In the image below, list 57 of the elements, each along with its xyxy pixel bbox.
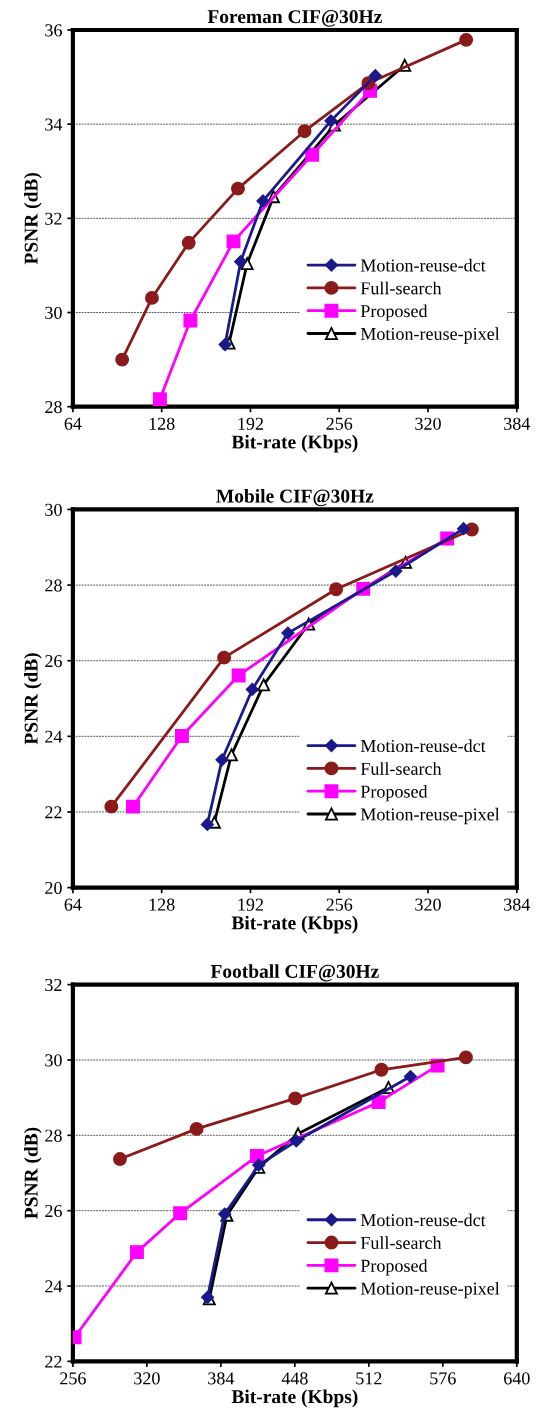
y-tick-label: 22 (45, 806, 62, 819)
x-tick-label: 128 (149, 417, 175, 430)
y-tick-label: 22 (45, 1355, 62, 1368)
legend-label: Proposed (360, 304, 428, 321)
legend-label: Motion-reuse-dct (360, 739, 486, 753)
x-tick-label: 320 (415, 417, 441, 430)
x-tick-label: 256 (326, 898, 353, 911)
y-tick-label: 30 (45, 1054, 62, 1067)
chart-title: Mobile CIF@30Hz (216, 489, 374, 507)
x-axis-title: Bit-rate (Kbps) (231, 1389, 358, 1408)
x-tick-label: 384 (208, 1372, 235, 1385)
y-tick-label: 24 (45, 1280, 63, 1293)
y-tick-label: 34 (45, 118, 63, 131)
legend-label: Proposed (360, 1259, 428, 1276)
y-tick-label: 20 (45, 881, 62, 895)
x-tick-label: 128 (149, 898, 175, 911)
x-tick-label: 64 (64, 417, 82, 430)
y-tick-label: 36 (45, 24, 62, 37)
y-tick-label: 28 (45, 579, 62, 592)
y-tick-label: 26 (45, 655, 62, 668)
y-axis-title: PSNR (dB) (24, 173, 42, 265)
y-tick-label: 32 (45, 978, 62, 992)
legend-label: Motion-reuse-pixel (360, 807, 500, 825)
y-tick-label: 26 (45, 1204, 62, 1218)
x-tick-label: 192 (238, 898, 263, 911)
legend-label: Motion-reuse-dct (360, 1213, 486, 1227)
legend-label: Proposed (360, 784, 428, 802)
y-tick-label: 24 (45, 730, 63, 743)
y-axis-title: PSNR (dB) (24, 1127, 42, 1219)
x-tick-label: 384 (504, 417, 531, 430)
y-tick-label: 30 (45, 503, 62, 516)
x-tick-label: 448 (281, 1372, 308, 1385)
chart-title: Foreman CIF@30Hz (207, 10, 382, 27)
legend-label: Motion-reuse-dct (360, 258, 486, 272)
legend-label: Full-search (360, 762, 442, 775)
x-tick-label: 576 (430, 1372, 456, 1385)
legend-label: Full-search (360, 281, 442, 295)
legend-label: Motion-reuse-pixel (360, 327, 500, 344)
x-tick-label: 256 (60, 1372, 86, 1385)
legend-label: Motion-reuse-pixel (360, 1281, 500, 1299)
x-tick-label: 64 (64, 898, 82, 911)
legend-label: Full-search (360, 1236, 442, 1250)
x-tick-label: 256 (326, 417, 353, 430)
x-axis-title: Bit-rate (Kbps) (231, 434, 358, 453)
y-tick-label: 30 (45, 306, 62, 319)
x-tick-label: 512 (356, 1372, 382, 1385)
y-tick-label: 28 (45, 1129, 62, 1142)
x-axis-title: Bit-rate (Kbps) (231, 915, 358, 934)
y-axis-title: PSNR (dB) (24, 653, 42, 745)
x-tick-label: 640 (504, 1372, 530, 1385)
x-tick-label: 192 (238, 417, 263, 430)
x-tick-label: 320 (134, 1372, 160, 1385)
y-tick-label: 28 (45, 400, 62, 414)
chart-title: Football CIF@30Hz (210, 964, 379, 982)
x-tick-label: 384 (504, 898, 531, 911)
x-tick-label: 320 (415, 898, 441, 911)
y-tick-label: 32 (45, 212, 62, 225)
